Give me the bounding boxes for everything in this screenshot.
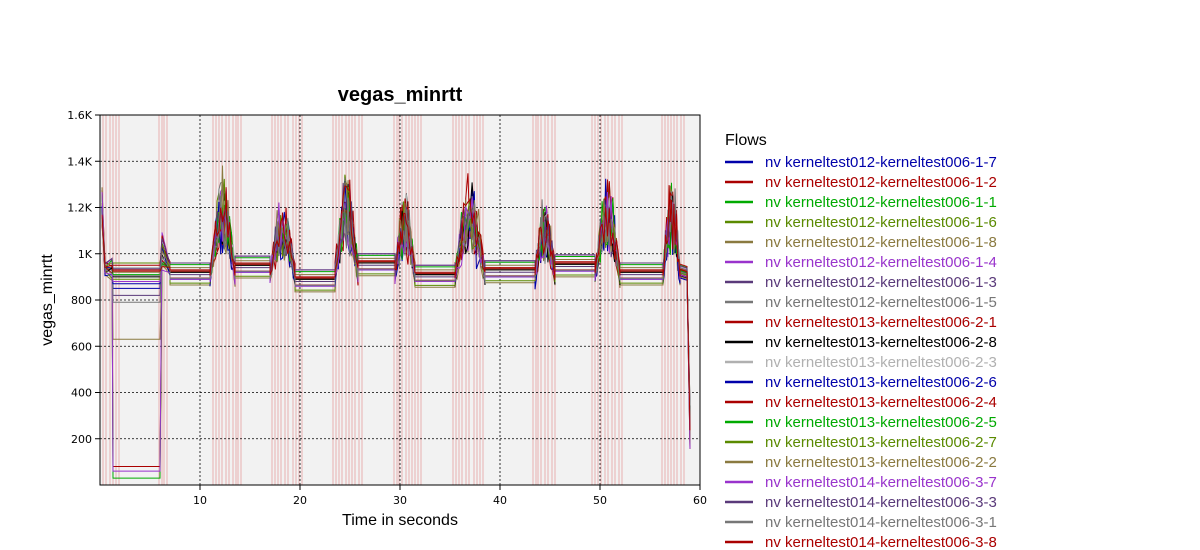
y-tick-label: 800 <box>71 294 92 307</box>
legend: nv kerneltest012-kerneltest006-1-7 nv ker… <box>725 154 997 550</box>
legend-entry: nv kerneltest013-kerneltest006-2-2 <box>765 454 997 471</box>
series-line <box>101 185 691 431</box>
legend-entry: nv kerneltest014-kerneltest006-3-3 <box>765 494 997 511</box>
legend-entry: nv kerneltest012-kerneltest006-1-3 <box>765 274 997 291</box>
legend-entry: nv kerneltest012-kerneltest006-1-1 <box>765 194 997 211</box>
legend-entry: nv kerneltest012-kerneltest006-1-6 <box>765 214 997 231</box>
x-tick-label: 60 <box>693 494 707 507</box>
y-tick-label: 400 <box>71 387 92 400</box>
legend-entry: nv kerneltest014-kerneltest006-3-8 <box>765 534 997 550</box>
legend-title: Flows <box>725 132 767 149</box>
legend-entry: nv kerneltest012-kerneltest006-1-8 <box>765 234 997 251</box>
y-tick-label: 1.4K <box>67 155 92 168</box>
chart-title: vegas_minrtt <box>338 84 463 106</box>
legend-entry: nv kerneltest013-kerneltest006-2-8 <box>765 334 997 351</box>
legend-entry: nv kerneltest013-kerneltest006-2-7 <box>765 434 997 451</box>
series-line <box>101 193 691 422</box>
y-tick-label: 600 <box>71 340 92 353</box>
legend-entry: nv kerneltest013-kerneltest006-2-4 <box>765 394 997 411</box>
legend-entry: nv kerneltest012-kerneltest006-1-4 <box>765 254 997 271</box>
x-tick-label: 30 <box>393 494 407 507</box>
x-tick-label: 40 <box>493 494 507 507</box>
y-tick-label: 1K <box>78 248 93 261</box>
x-axis-label: Time in seconds <box>342 512 458 529</box>
legend-entry: nv kerneltest013-kerneltest006-2-3 <box>765 354 997 371</box>
legend-entry: nv kerneltest012-kerneltest006-1-5 <box>765 294 997 311</box>
x-tick-label: 10 <box>193 494 207 507</box>
x-tick-label: 20 <box>293 494 307 507</box>
x-tick-label: 50 <box>593 494 607 507</box>
legend-entry: nv kerneltest014-kerneltest006-3-1 <box>765 514 997 531</box>
y-axis-label: vegas_minrtt <box>39 254 56 346</box>
y-tick-label: 1.6K <box>67 109 92 122</box>
legend-entry: nv kerneltest014-kerneltest006-3-7 <box>765 474 997 491</box>
legend-entry: nv kerneltest012-kerneltest006-1-2 <box>765 174 997 191</box>
legend-entry: nv kerneltest013-kerneltest006-2-1 <box>765 314 997 331</box>
legend-entry: nv kerneltest013-kerneltest006-2-5 <box>765 414 997 431</box>
y-tick-label: 200 <box>71 433 92 446</box>
plot-frame <box>99 114 701 486</box>
plot-area: 10 20 30 40 50 60 200 400 600 800 1K 1.2K 1.4K 1.6K <box>67 109 707 507</box>
legend-entry: nv kerneltest012-kerneltest006-1-7 <box>765 154 997 171</box>
legend-entry: nv kerneltest013-kerneltest006-2-6 <box>765 374 997 391</box>
y-tick-label: 1.2K <box>67 202 92 215</box>
